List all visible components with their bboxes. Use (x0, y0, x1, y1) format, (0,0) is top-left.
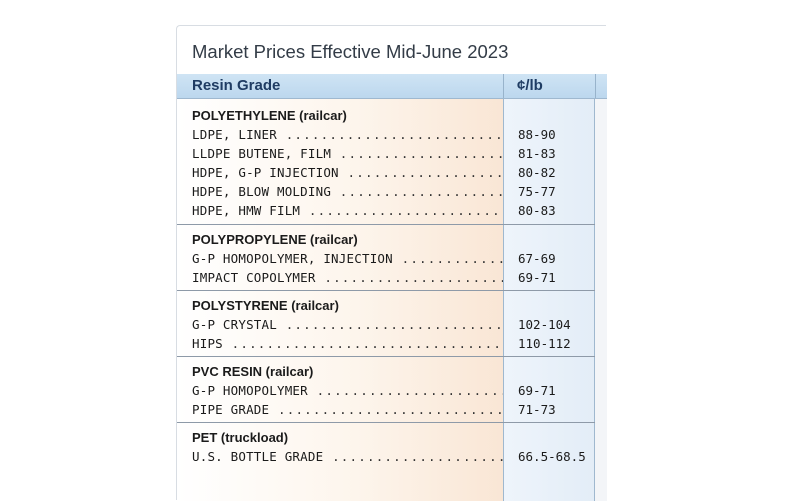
row-price: 80-82 (518, 165, 556, 180)
grade-column-background (177, 99, 503, 501)
row-price: 80-83 (518, 203, 556, 218)
group-title: POLYSTYRENE (railcar) (192, 298, 339, 313)
row-grade: IMPACT COPOLYMER .......................… (192, 270, 503, 285)
row-grade: G-P HOMOPOLYMER ........................… (192, 383, 503, 398)
row-price: 75-77 (518, 184, 556, 199)
row-grade: HIPS ...................................… (192, 336, 503, 351)
row-price: 69-71 (518, 270, 556, 285)
row-grade: LDPE, LINER ............................… (192, 127, 503, 142)
group-separator (177, 422, 595, 423)
row-grade: HDPE, HMW FILM .........................… (192, 203, 503, 218)
group-separator (177, 290, 595, 291)
row-price: 69-71 (518, 383, 556, 398)
row-price: 66.5-68.5 (518, 449, 586, 464)
table-header: Resin Grade ¢/lb (177, 74, 607, 99)
row-price: 81-83 (518, 146, 556, 161)
header-column-divider (595, 74, 596, 98)
group-separator (177, 356, 595, 357)
row-grade: HDPE, BLOW MOLDING .....................… (192, 184, 503, 199)
row-grade: HDPE, G-P INJECTION ....................… (192, 165, 503, 180)
table-body: POLYETHYLENE (railcar) LDPE, LINER .....… (177, 99, 607, 501)
group-title: PVC RESIN (railcar) (192, 364, 314, 379)
header-resin-grade: Resin Grade (192, 77, 281, 94)
row-price: 102-104 (518, 317, 571, 332)
header-price-unit: ¢/lb (517, 77, 543, 94)
row-grade: U.S. BOTTLE GRADE ......................… (192, 449, 503, 464)
price-column-background (503, 99, 595, 501)
table-right-edge (595, 99, 607, 501)
row-price: 88-90 (518, 127, 556, 142)
group-title: PET (truckload) (192, 430, 289, 445)
row-grade: G-P HOMOPOLYMER, INJECTION .............… (192, 251, 503, 266)
group-title: POLYPROPYLENE (railcar) (192, 232, 358, 247)
row-price: 71-73 (518, 402, 556, 417)
row-grade: PIPE GRADE .............................… (192, 402, 503, 417)
header-column-divider (503, 74, 504, 98)
table-title: Market Prices Effective Mid-June 2023 (192, 41, 509, 62)
row-price: 67-69 (518, 251, 556, 266)
group-title: POLYETHYLENE (railcar) (192, 108, 347, 123)
group-separator (177, 224, 595, 225)
price-table-card: Market Prices Effective Mid-June 2023 Re… (176, 25, 607, 501)
row-price: 110-112 (518, 336, 571, 351)
row-grade: G-P CRYSTAL ............................… (192, 317, 503, 332)
row-grade: LLDPE BUTENE, FILM .....................… (192, 146, 503, 161)
